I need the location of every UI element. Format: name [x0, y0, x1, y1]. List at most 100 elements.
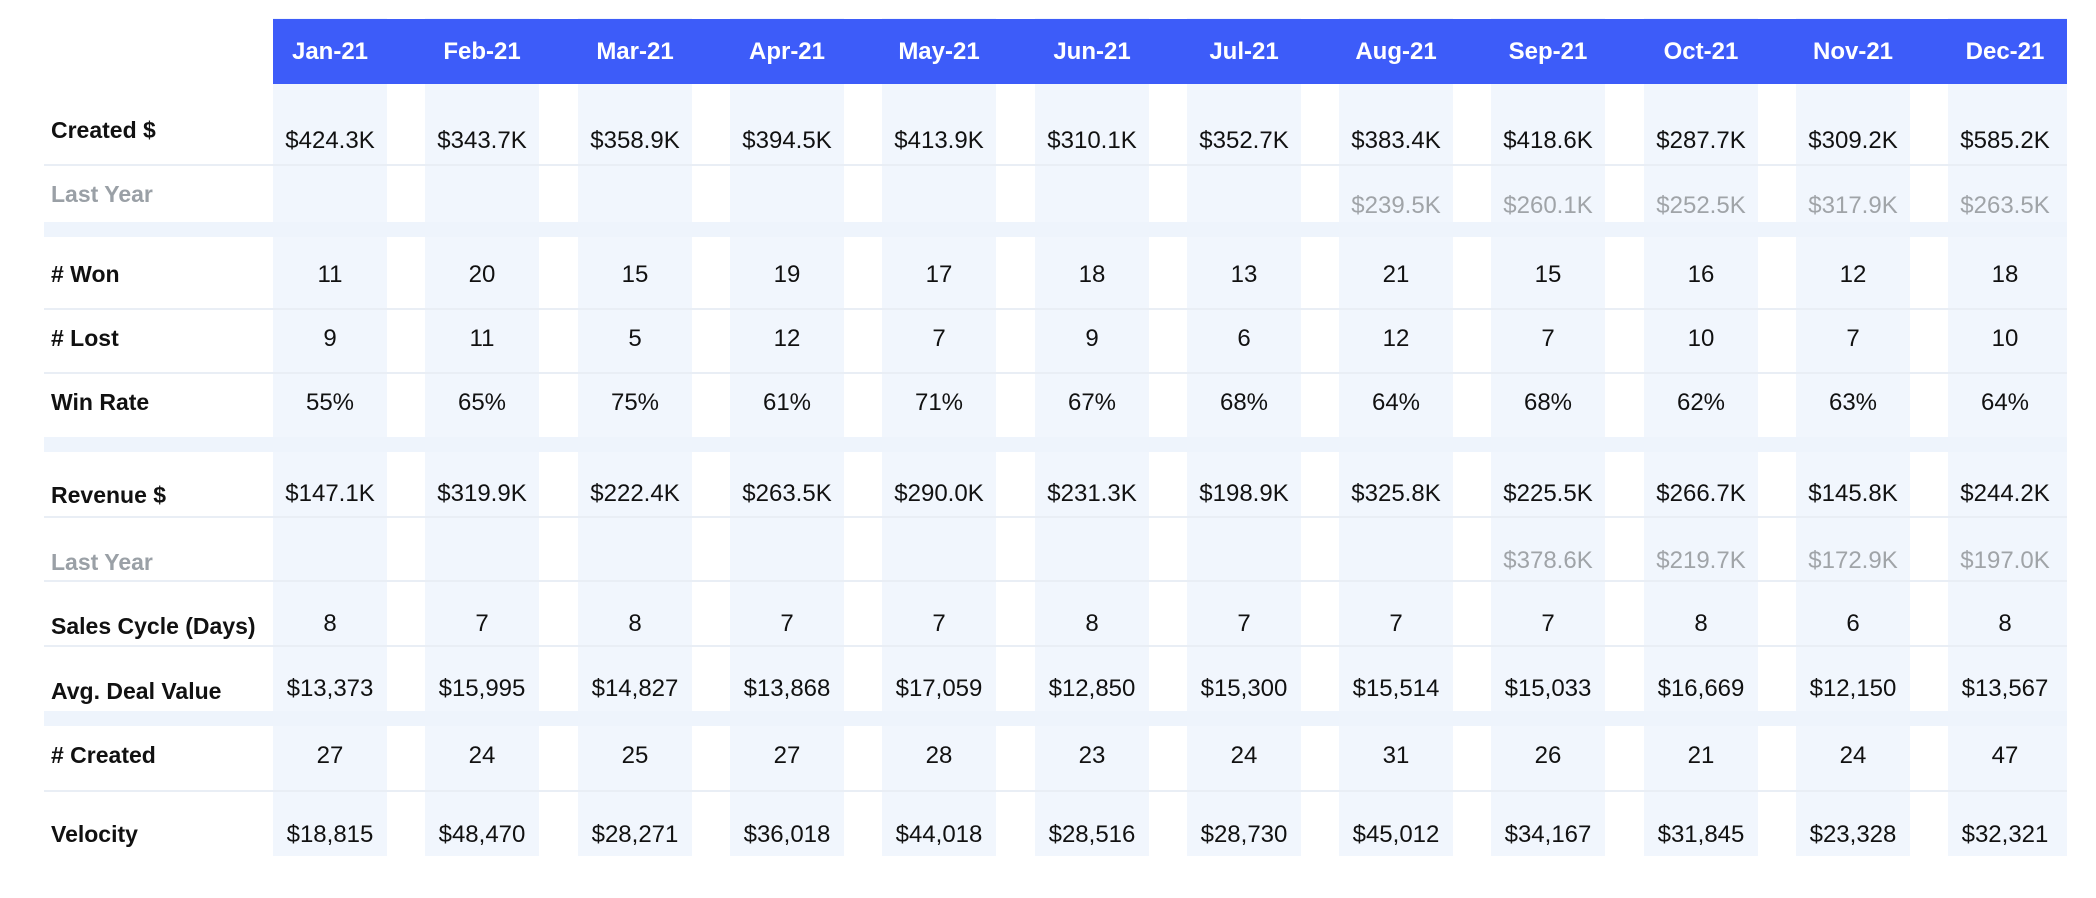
table-cell: 71%	[914, 389, 964, 416]
table-cell: 21	[1687, 742, 1715, 769]
table-cell: 16	[1687, 261, 1715, 288]
row-divider	[44, 580, 2067, 582]
table-cell: $352.7K	[1199, 127, 1289, 154]
row-label-avg-deal-value: Avg. Deal Value	[51, 678, 222, 704]
table-cell: 68%	[1219, 389, 1269, 416]
table-cell: $219.7K	[1656, 547, 1746, 574]
table-cell: 7	[780, 610, 794, 637]
column-header[interactable]: Nov-21	[1812, 38, 1894, 65]
table-cell: $263.5K	[742, 480, 832, 507]
table-cell: $15,300	[1200, 675, 1288, 702]
table-cell: 9	[323, 325, 337, 352]
row-label-velocity: Velocity	[51, 821, 138, 847]
table-cell: 24	[468, 742, 496, 769]
table-cell: 67%	[1067, 389, 1117, 416]
column-header[interactable]: Jul-21	[1209, 38, 1279, 65]
table-cell: $18,815	[286, 821, 374, 848]
table-cell: 18	[1078, 261, 1106, 288]
table-cell: $32,321	[1961, 821, 2049, 848]
table-cell: $413.9K	[894, 127, 984, 154]
table-cell: 6	[1846, 610, 1860, 637]
table-cell: 61%	[762, 389, 812, 416]
row-label-win-rate: Win Rate	[51, 389, 150, 415]
table-cell: 24	[1839, 742, 1867, 769]
table-cell: 7	[475, 610, 489, 637]
row-label-won: # Won	[51, 261, 120, 287]
table-cell: $222.4K	[590, 480, 680, 507]
column-header[interactable]: Jun-21	[1053, 38, 1131, 65]
table-cell: 19	[773, 261, 801, 288]
table-cell: $45,012	[1352, 821, 1440, 848]
table-cell: $17,059	[895, 675, 983, 702]
table-cell: $290.0K	[894, 480, 984, 507]
table-cell: 12	[1839, 261, 1867, 288]
column-header[interactable]: Sep-21	[1508, 38, 1588, 65]
table-cell: $358.9K	[590, 127, 680, 154]
table-cell: 28	[925, 742, 953, 769]
table-cell: 27	[773, 742, 801, 769]
row-label-sales-cycle: Sales Cycle (Days)	[51, 613, 256, 639]
table-cell: 13	[1230, 261, 1258, 288]
table-cell: $260.1K	[1503, 192, 1593, 219]
table-cell: 62%	[1676, 389, 1726, 416]
table-cell: 27	[316, 742, 344, 769]
column-header[interactable]: Jan-21	[291, 38, 369, 65]
table-cell: $239.5K	[1351, 192, 1441, 219]
row-label-lost: # Lost	[51, 325, 119, 351]
table-cell: $15,033	[1504, 675, 1592, 702]
table-cell: 11	[317, 261, 343, 288]
table-cell: $34,167	[1504, 821, 1592, 848]
table-cell: 11	[469, 325, 495, 352]
table-cell: $263.5K	[1960, 192, 2050, 219]
table-cell: $225.5K	[1503, 480, 1593, 507]
table-cell: $266.7K	[1656, 480, 1746, 507]
column-header[interactable]: Mar-21	[596, 38, 674, 65]
table-cell: $28,730	[1200, 821, 1288, 848]
table-cell: 8	[1694, 610, 1708, 637]
table-cell: $14,827	[591, 675, 679, 702]
table-cell: 8	[1085, 610, 1099, 637]
table-cell: $13,373	[286, 675, 374, 702]
table-cell: $310.1K	[1047, 127, 1137, 154]
column-header[interactable]: May-21	[898, 38, 980, 65]
table-cell: $585.2K	[1960, 127, 2050, 154]
column-header[interactable]: Dec-21	[1965, 38, 2045, 65]
column-header[interactable]: Apr-21	[748, 38, 826, 65]
table-cell: $244.2K	[1960, 480, 2050, 507]
table-cell: 68%	[1523, 389, 1573, 416]
table-cell: $325.8K	[1351, 480, 1441, 507]
table-cell: $12,150	[1809, 675, 1897, 702]
row-divider	[44, 372, 2067, 374]
table-cell: 7	[1846, 325, 1860, 352]
table-cell: $16,669	[1657, 675, 1745, 702]
table-cell: $172.9K	[1808, 547, 1898, 574]
table-cell: $319.9K	[437, 480, 527, 507]
table-cell: 9	[1085, 325, 1099, 352]
table-cell: $23,328	[1809, 821, 1897, 848]
column-header[interactable]: Feb-21	[443, 38, 521, 65]
table-cell: 25	[621, 742, 649, 769]
table-cell: $48,470	[438, 821, 526, 848]
column-header[interactable]: Oct-21	[1663, 38, 1739, 65]
table-cell: 10	[1687, 325, 1715, 352]
table-cell: 15	[1534, 261, 1562, 288]
table-cell: 21	[1382, 261, 1410, 288]
section-divider	[44, 437, 2067, 452]
table-cell: 64%	[1371, 389, 1421, 416]
table-header-bar	[273, 19, 2067, 84]
row-divider	[44, 645, 2067, 647]
table-cell: 47	[1991, 742, 2019, 769]
table-cell: $28,271	[591, 821, 679, 848]
table-cell: 15	[621, 261, 649, 288]
table-cell: 26	[1534, 742, 1562, 769]
column-header[interactable]: Aug-21	[1355, 38, 1437, 65]
row-label-revenue: Revenue $	[51, 482, 167, 508]
table-cell: 7	[932, 325, 946, 352]
table-cell: 7	[1541, 610, 1555, 637]
table-cell: 8	[1998, 610, 2012, 637]
table-cell: $13,567	[1961, 675, 2049, 702]
row-divider	[44, 516, 2067, 518]
table-cell: 10	[1991, 325, 2019, 352]
table-cell: 75%	[610, 389, 660, 416]
